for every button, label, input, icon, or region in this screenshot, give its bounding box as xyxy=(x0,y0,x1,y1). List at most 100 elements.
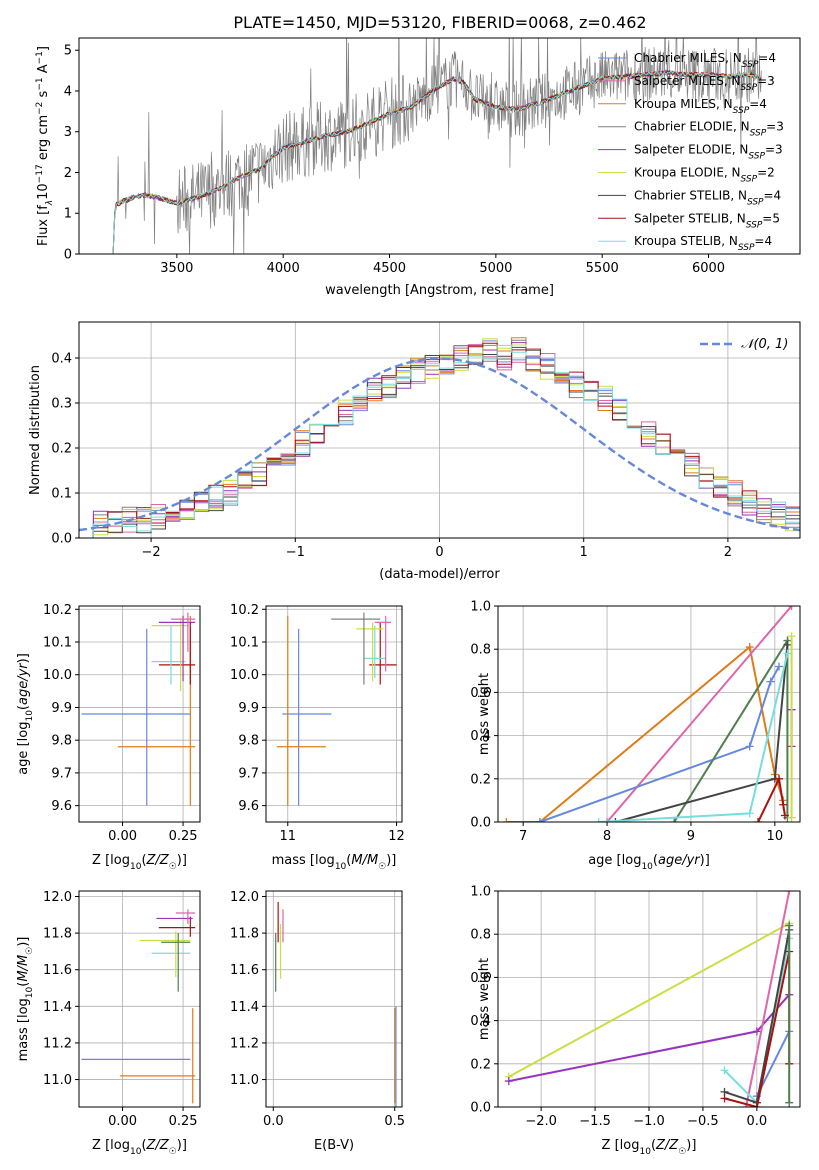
plot-area xyxy=(275,901,397,1107)
x-tick-label: 6000 xyxy=(692,261,725,276)
panel-mass-vs-ebv: 0.0 0.5 11.0 11.2 11.4 11.6 11.8 12.0 E(B-V) xyxy=(230,890,405,1153)
x-tick-label: 5000 xyxy=(479,261,512,276)
y-axis-label: age [log10(age/yr)] xyxy=(16,653,35,775)
y-tick-label: 0.3 xyxy=(51,397,72,412)
y-tick-label: 0.8 xyxy=(470,928,491,943)
x-tick-label: −1.0 xyxy=(633,1114,665,1129)
x-axis-label: wavelength [Angstrom, rest frame] xyxy=(325,283,554,298)
normal-curve xyxy=(79,357,800,532)
y-tick-label: 10.0 xyxy=(43,668,72,683)
spectrum-data-line xyxy=(112,38,762,254)
x-tick-label: 0.00 xyxy=(108,1114,137,1129)
y-tick-label: 0.2 xyxy=(51,442,72,457)
y-tick-label: 9.6 xyxy=(238,799,259,814)
x-tick-label: 0.0 xyxy=(263,1114,284,1129)
y-tick-label: 9.8 xyxy=(238,734,259,749)
y-tick-label: 0.1 xyxy=(51,487,72,502)
panel-spectrum: 3500 4000 4500 5000 5500 6000 0 1 2 3 4 5 Chabrier M… xyxy=(35,37,801,298)
plot-area xyxy=(112,38,762,254)
y-tick-label: 10.0 xyxy=(230,668,259,683)
y-tick-label: 11.6 xyxy=(43,963,72,978)
y-axis-label: Normed distribution xyxy=(28,365,43,495)
plus-marker xyxy=(752,1103,761,1107)
plus-marker xyxy=(752,1027,761,1036)
plus-marker xyxy=(785,891,794,895)
panel-age-vs-mass: 11 12 9.6 9.7 9.8 9.9 10.0 10.1 10.2 mass [log10(… xyxy=(230,603,405,872)
y-tick-label: 1 xyxy=(64,207,72,222)
x-tick-label: 0.5 xyxy=(384,1114,405,1129)
weight-line xyxy=(615,644,789,822)
weight-line xyxy=(508,922,790,1078)
legend-label: Kroupa STELIB, NSSP=4 xyxy=(634,234,772,253)
plot-area xyxy=(79,337,800,538)
figure-title: PLATE=1450, MJD=53120, FIBERID=0068, z=0… xyxy=(233,13,646,32)
y-tick-label: 9.7 xyxy=(238,766,259,781)
legend-label: Chabrier ELODIE, NSSP=3 xyxy=(634,120,784,139)
weight-line xyxy=(757,775,786,822)
plus-marker xyxy=(504,1077,513,1086)
plot-area xyxy=(276,612,397,806)
panel-age-vs-Z: 0.00 0.25 9.6 9.7 9.8 9.9 10.0 10.1 10.2 Z [log10… xyxy=(16,603,201,872)
legend-label: Chabrier MILES, NSSP=4 xyxy=(634,51,776,70)
y-tick-label: 4 xyxy=(64,84,72,99)
plus-marker xyxy=(745,643,754,652)
legend-label: Chabrier STELIB, NSSP=4 xyxy=(634,188,781,207)
plus-marker xyxy=(720,1066,729,1075)
y-tick-label: 2 xyxy=(64,166,72,181)
x-tick-label: 12 xyxy=(388,829,405,844)
axes-frame xyxy=(78,37,801,255)
x-tick-label: 0.25 xyxy=(169,1114,198,1129)
plus-marker xyxy=(720,1094,729,1103)
panel-residuals: −2 −1 0 1 2 0.0 0.1 0.2 0.3 0.4 𝒩(0, 1) (data-model… xyxy=(28,321,801,582)
panel-weight-vs-Z: −2.0 −1.5 −1.0 −0.5 0.0 0.0 0.2 0.4 0.6 0.8 1.0 Z [… xyxy=(470,885,801,1157)
y-tick-label: 0.6 xyxy=(470,971,491,986)
y-tick-label: 0.8 xyxy=(470,643,491,658)
plot-area xyxy=(502,606,796,822)
x-tick-label: 8 xyxy=(603,829,611,844)
x-axis-label: age [log10(age/yr)] xyxy=(588,853,710,872)
x-axis-label: Z [log10(Z/Z☉)] xyxy=(92,853,187,872)
x-tick-label: 0.25 xyxy=(169,829,198,844)
plus-marker xyxy=(783,649,792,658)
y-tick-label: 11.4 xyxy=(43,1000,72,1015)
x-axis-label: (data-model)/error xyxy=(379,567,500,582)
x-tick-label: 5500 xyxy=(586,261,619,276)
plus-marker xyxy=(603,818,612,822)
y-tick-label: 10.2 xyxy=(230,603,259,618)
x-tick-label: −1 xyxy=(286,545,305,560)
x-axis-label: E(B-V) xyxy=(314,1138,354,1153)
plus-marker xyxy=(787,606,796,610)
x-tick-label: 11 xyxy=(279,829,296,844)
plus-marker xyxy=(754,818,763,822)
x-tick-label: −2 xyxy=(142,545,161,560)
axes-frame xyxy=(78,605,201,823)
x-tick-label: 0.00 xyxy=(108,829,137,844)
y-tick-label: 0.2 xyxy=(470,772,491,787)
x-tick-label: −1.5 xyxy=(579,1114,611,1129)
y-tick-label: 11.4 xyxy=(230,1000,259,1015)
x-tick-label: 4500 xyxy=(373,261,406,276)
y-tick-label: 11.0 xyxy=(43,1073,72,1088)
model-line xyxy=(112,70,762,254)
y-tick-label: 0.0 xyxy=(470,1101,491,1116)
y-tick-label: 12.0 xyxy=(230,890,259,905)
plus-marker xyxy=(779,800,788,809)
x-tick-label: 9 xyxy=(687,829,695,844)
x-tick-label: −0.5 xyxy=(687,1114,719,1129)
y-tick-label: 0.4 xyxy=(470,1014,491,1029)
y-tick-label: 11.2 xyxy=(43,1036,72,1051)
y-tick-label: 3 xyxy=(64,125,72,140)
plot-area xyxy=(81,612,196,806)
y-tick-label: 5 xyxy=(64,44,72,59)
legend-label: Salpeter MILES, NSSP=3 xyxy=(634,74,775,93)
weight-line xyxy=(598,653,789,822)
plus-marker xyxy=(787,632,796,641)
axes-frame xyxy=(78,890,201,1108)
y-tick-label: 1.0 xyxy=(470,885,491,900)
y-tick-label: 1.0 xyxy=(470,600,491,615)
plus-marker xyxy=(775,774,784,783)
y-tick-label: 0.0 xyxy=(470,816,491,831)
x-tick-label: 10 xyxy=(767,829,784,844)
weight-line xyxy=(606,606,793,822)
